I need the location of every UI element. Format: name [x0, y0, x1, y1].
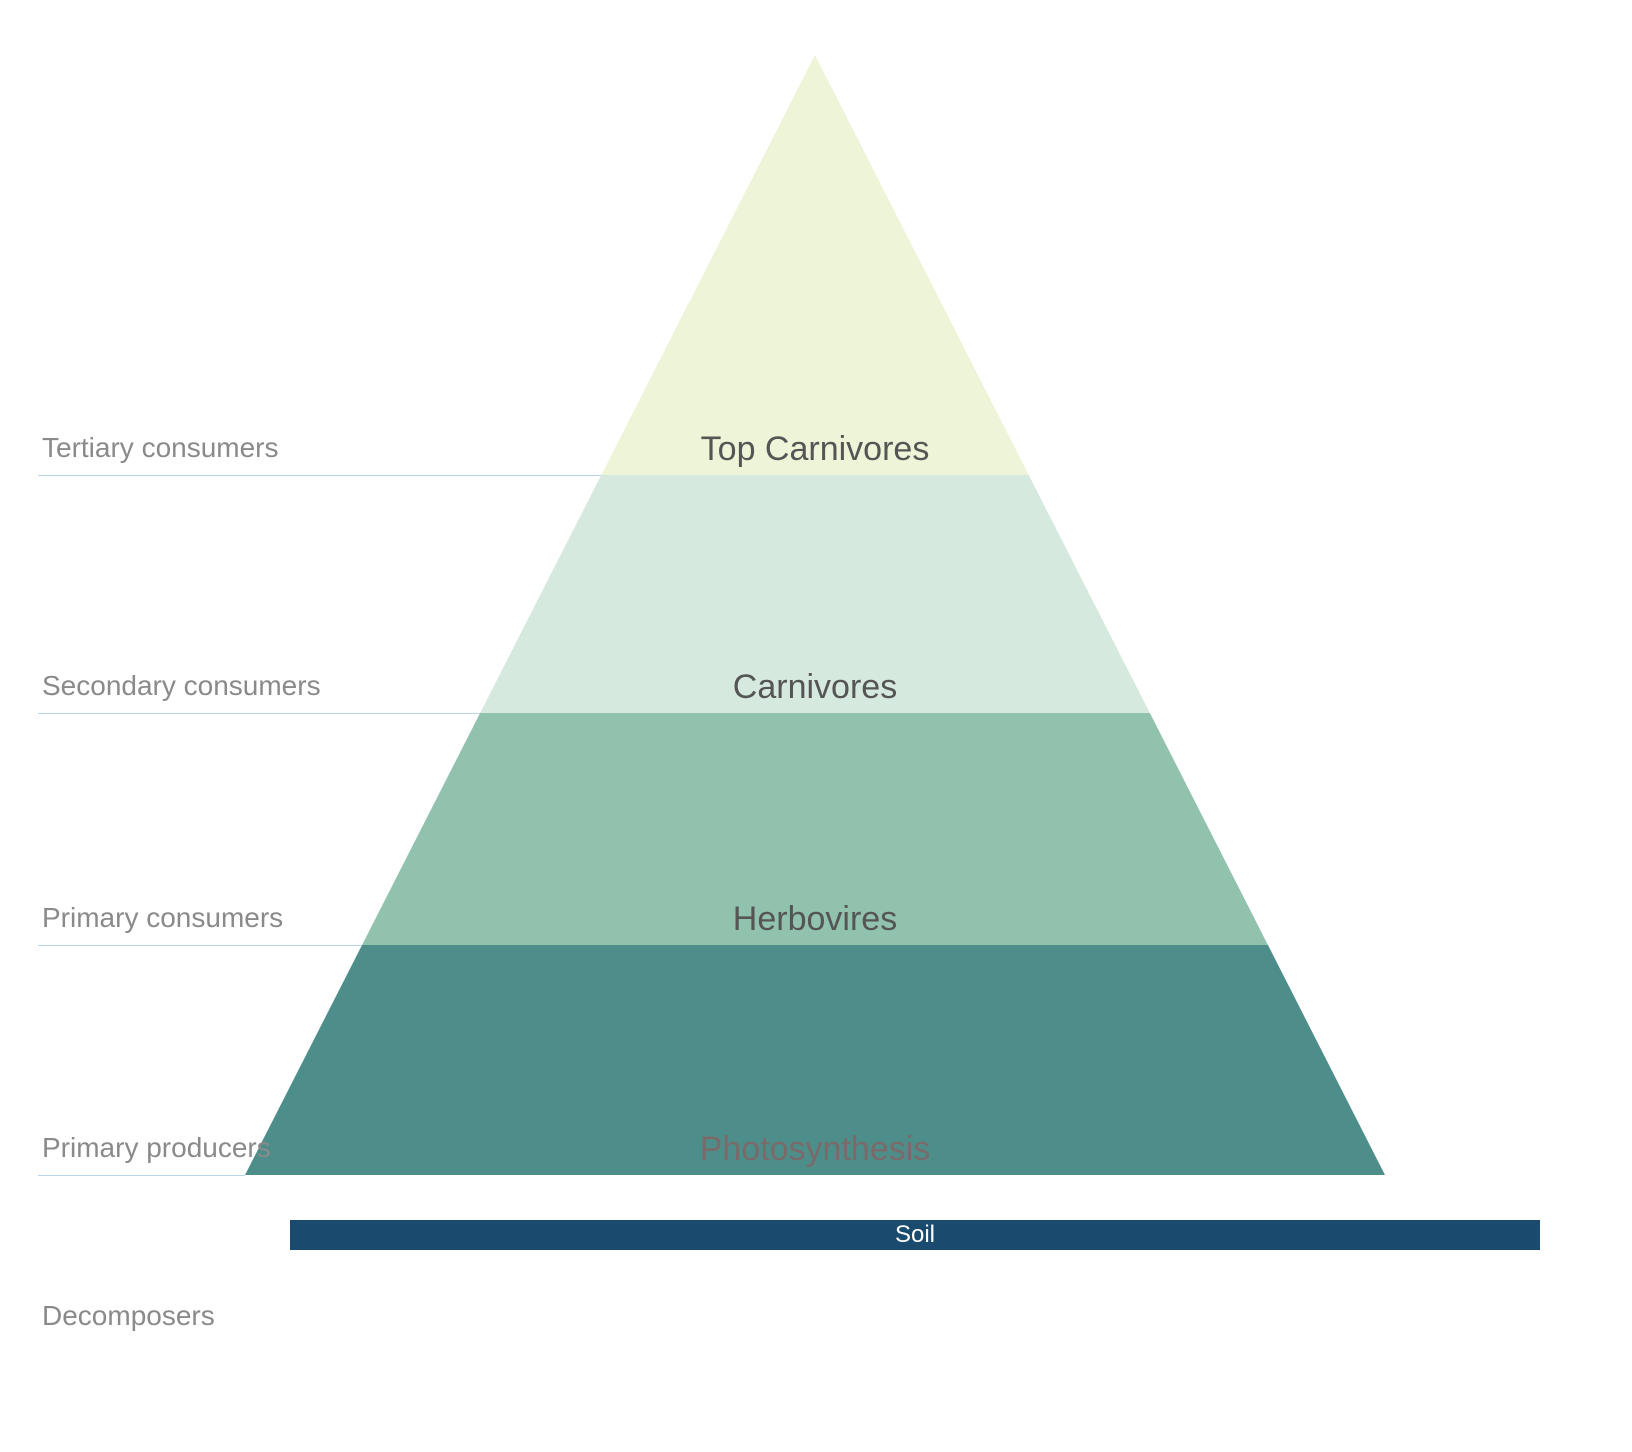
soil-bar: Soil — [290, 1220, 1540, 1250]
underline-2 — [38, 945, 362, 946]
pyramid-label-1: Carnivores — [733, 668, 897, 707]
pyramid-label-3: Photosynthesis — [700, 1130, 931, 1169]
pyramid-label-2: Herbovires — [733, 900, 897, 939]
pyramid-level-0 — [601, 55, 1029, 475]
underline-1 — [38, 713, 480, 714]
underline-3 — [38, 1175, 245, 1176]
underline-0 — [38, 475, 601, 476]
side-label-0: Tertiary consumers — [42, 432, 279, 464]
soil-label: Soil — [895, 1221, 935, 1248]
pyramid-label-0: Top Carnivores — [701, 430, 930, 469]
decomposers-label: Decomposers — [42, 1300, 215, 1332]
side-label-3: Primary producers — [42, 1132, 271, 1164]
pyramid-diagram: Tertiary consumers Top Carnivores Secondar… — [0, 0, 1632, 1452]
side-label-2: Primary consumers — [42, 902, 283, 934]
side-label-1: Secondary consumers — [42, 670, 321, 702]
